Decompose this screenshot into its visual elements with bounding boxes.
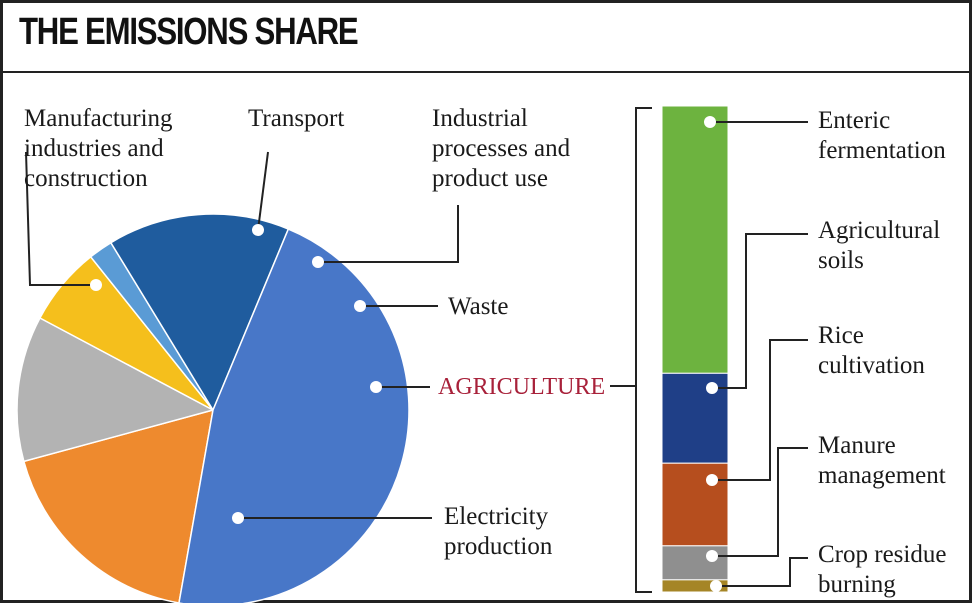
agriculture-bracket (635, 107, 652, 593)
pie-label-electricity-production-line: Electricity (444, 503, 549, 530)
pie-label-manufacturing-industries-and-construction-line: construction (24, 165, 148, 192)
leader-line-transport (257, 151, 269, 231)
segment-marker-enteric-fermentation (704, 116, 716, 128)
pie-slice-manufacturing-industries-and-construction (22, 408, 214, 603)
bar-segment-enteric-fermentation (661, 105, 729, 374)
bar-label-rice-cultivation: Rice cultivation (818, 322, 925, 379)
pie-label-industrial-processes-and-product-use-line: processes and (432, 135, 571, 162)
pie-label-agriculture-line: AGRICULTURE (438, 374, 605, 400)
segment-marker-crop-residue-burning (710, 580, 722, 592)
bar-label-agricultural-soils-line: soils (818, 247, 864, 274)
pie-slice-transport (16, 316, 216, 463)
pie-slice-agriculture (109, 213, 290, 412)
pie-label-electricity-production-line: production (444, 533, 553, 560)
pie-label-waste-line: Waste (448, 293, 508, 320)
leader-line-manufacturing-industries-and-construction (25, 151, 96, 286)
segment-marker-agricultural-soils (706, 382, 718, 394)
pie-label-manufacturing-industries-and-construction-line: industries and (24, 135, 164, 162)
bar-label-crop-residue-burning: Crop residue burning (818, 541, 946, 598)
slice-marker-agriculture (370, 381, 382, 393)
bar-label-manure-management-line: Manure (818, 432, 896, 459)
chart-labels: Manufacturing industries and construction T… (24, 105, 946, 598)
bar-label-enteric-fermentation-line: Enteric (818, 107, 890, 134)
bar-label-rice-cultivation-line: Rice (818, 322, 864, 349)
slice-marker-waste (354, 300, 366, 312)
chart-title: THE EMISSIONS SHARE (19, 11, 359, 53)
bar-label-agricultural-soils-line: Agricultural (818, 217, 940, 244)
emissions-pie (16, 213, 410, 603)
pie-label-industrial-processes-and-product-use-line: product use (432, 165, 548, 192)
slice-marker-electricity-production (232, 512, 244, 524)
leader-line-industrial-processes-and-product-use (318, 205, 459, 263)
bar-label-crop-residue-burning-line: burning (818, 571, 896, 598)
pie-label-transport: Transport (248, 105, 344, 132)
pie-label-manufacturing-industries-and-construction: Manufacturing industries and construction (24, 105, 173, 192)
leader-line-crop-residue-burning (716, 557, 808, 587)
slice-marker-industrial-processes-and-product-use (312, 256, 324, 268)
bar-label-enteric-fermentation: Enteric fermentation (818, 107, 946, 164)
bar-label-crop-residue-burning-line: Crop residue (818, 541, 946, 568)
title-divider (3, 71, 972, 73)
pie-label-manufacturing-industries-and-construction-line: Manufacturing (24, 105, 173, 132)
bar-segment-manure-management (661, 545, 729, 581)
slice-marker-transport (252, 224, 264, 236)
segment-marker-rice-cultivation (706, 474, 718, 486)
bar-label-enteric-fermentation-line: fermentation (818, 137, 946, 164)
pie-slice-electricity-production (178, 228, 410, 603)
pie-label-industrial-processes-and-product-use-line: Industrial (432, 105, 528, 132)
bar-label-manure-management: Manure management (818, 432, 946, 489)
agriculture-stacked-bar (661, 105, 729, 593)
bar-label-rice-cultivation-line: cultivation (818, 352, 925, 379)
pie-label-transport-line: Transport (248, 105, 344, 132)
bar-segment-rice-cultivation (661, 462, 729, 547)
pie-label-industrial-processes-and-product-use: Industrial processes and product use (432, 105, 571, 192)
pie-label-agriculture: AGRICULTURE (438, 374, 605, 400)
slice-marker-manufacturing-industries-and-construction (90, 279, 102, 291)
leader-line-rice-cultivation (712, 339, 808, 481)
pie-label-waste: Waste (448, 293, 508, 320)
leader-line-manure-management (712, 447, 808, 557)
bar-label-agricultural-soils: Agricultural soils (818, 217, 940, 274)
bar-label-manure-management-line: management (818, 462, 946, 489)
leader-line-agricultural-soils (712, 233, 808, 389)
bar-segment-agricultural-soils (661, 372, 729, 464)
pie-label-electricity-production: Electricity production (444, 503, 553, 560)
segment-marker-manure-management (706, 550, 718, 562)
